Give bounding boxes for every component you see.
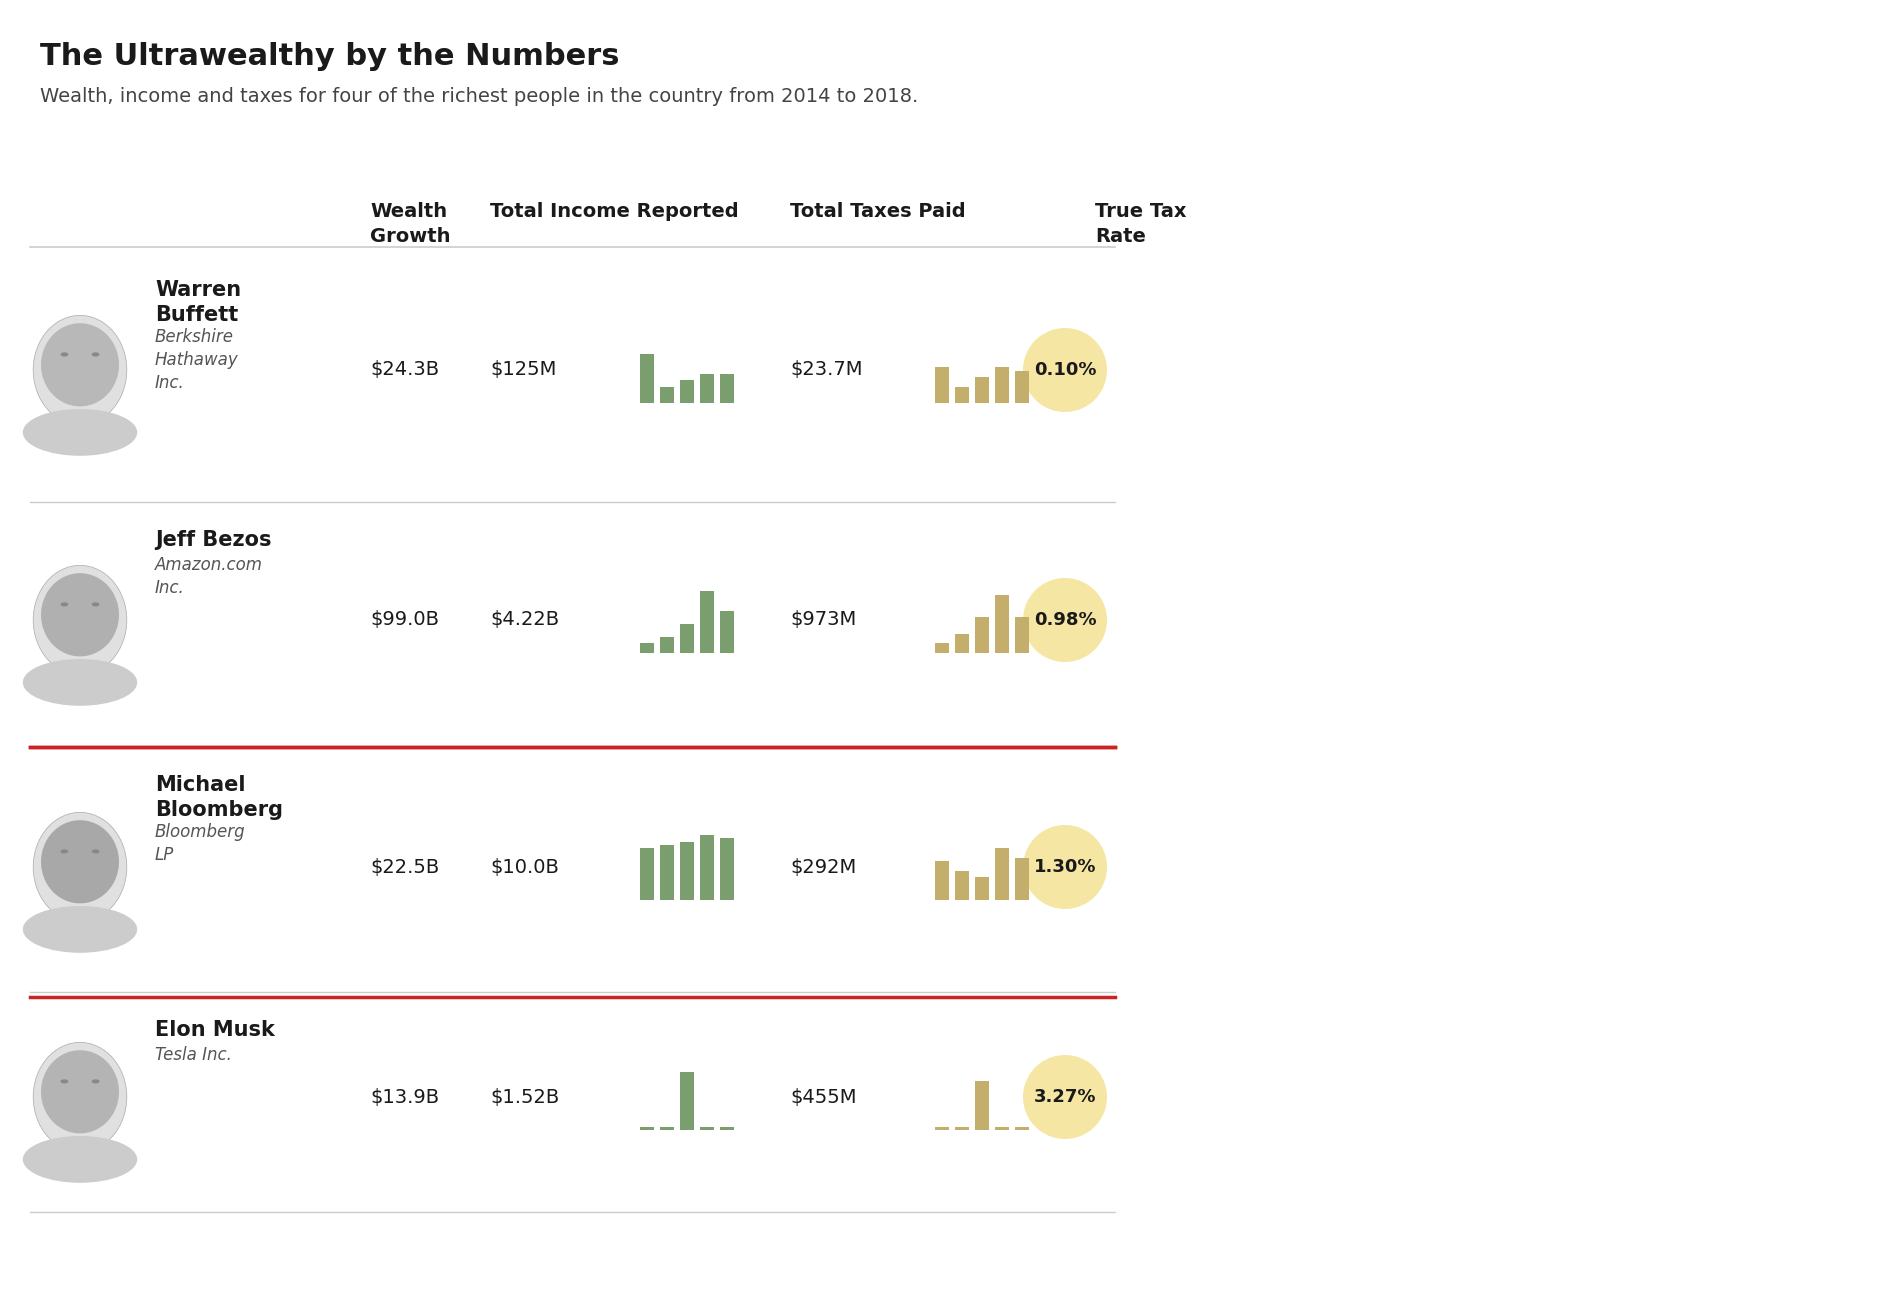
Bar (699, 592, 714, 652)
Text: Tesla Inc.: Tesla Inc. (156, 1047, 232, 1065)
Bar (720, 1127, 733, 1130)
Text: Total Income Reported: Total Income Reported (490, 202, 739, 221)
Text: The Ultrawealthy by the Numbers: The Ultrawealthy by the Numbers (40, 43, 619, 71)
Circle shape (1022, 1056, 1108, 1140)
Bar (975, 618, 990, 652)
Bar (935, 367, 948, 403)
Text: $973M: $973M (790, 611, 857, 629)
Text: Michael
Bloomberg: Michael Bloomberg (156, 775, 283, 820)
Circle shape (1022, 578, 1108, 662)
Text: 3.27%: 3.27% (1034, 1088, 1096, 1106)
Ellipse shape (32, 1043, 127, 1151)
Bar (699, 835, 714, 901)
Bar (659, 1127, 674, 1130)
Ellipse shape (42, 323, 120, 407)
Ellipse shape (91, 849, 99, 854)
Circle shape (1022, 826, 1108, 910)
Ellipse shape (91, 602, 99, 606)
Circle shape (1022, 328, 1108, 412)
Bar (956, 871, 969, 901)
Text: Berkshire
Hathaway
Inc.: Berkshire Hathaway Inc. (156, 328, 239, 391)
Text: $1.52B: $1.52B (490, 1088, 559, 1106)
Bar (1015, 1127, 1030, 1130)
Bar (935, 860, 948, 901)
Bar (659, 637, 674, 652)
Bar (640, 1127, 654, 1130)
Text: Bloomberg
LP: Bloomberg LP (156, 823, 245, 864)
Text: $24.3B: $24.3B (370, 360, 439, 380)
Text: Wealth
Growth: Wealth Growth (370, 202, 450, 245)
Bar (975, 877, 990, 901)
Text: $455M: $455M (790, 1088, 857, 1106)
Ellipse shape (61, 353, 68, 357)
Bar (1015, 858, 1030, 901)
Text: Jeff Bezos: Jeff Bezos (156, 530, 272, 550)
Bar (996, 848, 1009, 901)
Bar (956, 633, 969, 652)
Bar (1015, 618, 1030, 652)
Text: Wealth, income and taxes for four of the richest people in the country from 2014: Wealth, income and taxes for four of the… (40, 87, 918, 106)
Ellipse shape (42, 820, 120, 903)
Bar (720, 611, 733, 652)
Ellipse shape (23, 659, 137, 705)
Bar (680, 380, 694, 403)
Bar (699, 373, 714, 403)
Text: 0.10%: 0.10% (1034, 360, 1096, 379)
Ellipse shape (32, 813, 127, 921)
Bar (996, 367, 1009, 403)
Bar (975, 377, 990, 403)
Ellipse shape (32, 566, 127, 674)
Text: $10.0B: $10.0B (490, 858, 559, 876)
Bar (680, 1071, 694, 1130)
Text: $99.0B: $99.0B (370, 611, 439, 629)
Ellipse shape (91, 1079, 99, 1084)
Ellipse shape (61, 849, 68, 854)
Bar (659, 845, 674, 901)
Bar (996, 594, 1009, 652)
Text: $23.7M: $23.7M (790, 360, 863, 380)
Ellipse shape (23, 410, 137, 456)
Ellipse shape (91, 353, 99, 357)
Bar (720, 373, 733, 403)
Bar (935, 643, 948, 652)
Text: True Tax
Rate: True Tax Rate (1094, 202, 1186, 245)
Ellipse shape (61, 1079, 68, 1084)
Bar (956, 386, 969, 403)
Bar (1015, 371, 1030, 403)
Text: 1.30%: 1.30% (1034, 858, 1096, 876)
Text: $4.22B: $4.22B (490, 611, 559, 629)
Bar (640, 643, 654, 652)
Bar (640, 848, 654, 901)
Bar (699, 1127, 714, 1130)
Text: Amazon.com
Inc.: Amazon.com Inc. (156, 556, 262, 597)
Text: $22.5B: $22.5B (370, 858, 439, 876)
Bar (935, 1127, 948, 1130)
Bar (956, 1127, 969, 1130)
Text: Total Taxes Paid: Total Taxes Paid (790, 202, 965, 221)
Ellipse shape (42, 1050, 120, 1133)
Bar (996, 1127, 1009, 1130)
Ellipse shape (23, 906, 137, 952)
Text: Warren
Buffett: Warren Buffett (156, 280, 241, 324)
Text: $292M: $292M (790, 858, 857, 876)
Text: $125M: $125M (490, 360, 557, 380)
Text: Elon Musk: Elon Musk (156, 1019, 276, 1040)
Bar (640, 354, 654, 403)
Bar (659, 386, 674, 403)
Bar (975, 1081, 990, 1130)
Text: 0.98%: 0.98% (1034, 611, 1096, 629)
Bar (680, 841, 694, 901)
Ellipse shape (61, 602, 68, 606)
Ellipse shape (23, 1136, 137, 1182)
Bar (720, 839, 733, 901)
Ellipse shape (32, 315, 127, 425)
Ellipse shape (42, 574, 120, 656)
Text: $13.9B: $13.9B (370, 1088, 439, 1106)
Bar (680, 624, 694, 652)
